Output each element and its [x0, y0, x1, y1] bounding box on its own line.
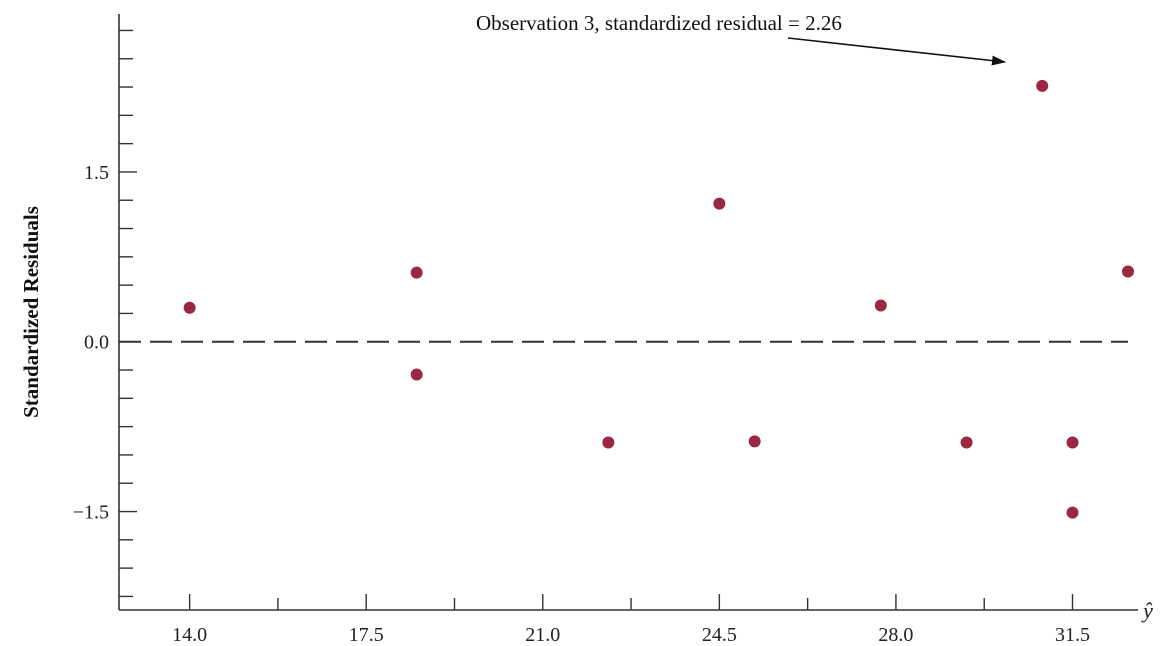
axes [118, 14, 1138, 611]
x-tick-label: 31.5 [1055, 624, 1090, 646]
data-point [1066, 506, 1079, 519]
data-point [1122, 265, 1134, 278]
y-tick-label: −1.5 [73, 502, 109, 524]
x-tick-label: 24.5 [702, 624, 737, 646]
data-point [960, 436, 973, 449]
data-point [410, 368, 423, 381]
x-tick-label: 14.0 [172, 624, 207, 646]
data-point [1036, 79, 1049, 92]
x-axis-variable: ŷ [1141, 598, 1153, 623]
x-tick-label: 17.5 [349, 624, 384, 646]
data-point [874, 299, 887, 312]
y-tick-label: 1.5 [84, 162, 109, 184]
annotation-arrow [787, 37, 1006, 66]
data-point [713, 197, 726, 210]
annotation-label: Observation 3, standardized residual = 2… [476, 11, 842, 35]
data-points [183, 79, 1134, 519]
data-point [1066, 436, 1079, 449]
x-tick-label: 21.0 [525, 624, 560, 646]
data-point [748, 435, 761, 448]
data-point [410, 266, 423, 279]
y-axis-title: Standardized Residuals [19, 206, 43, 418]
data-point [602, 436, 615, 449]
tick-labels: 14.0 17.5 21.0 24.5 28.0 31.5 −1.5 0.0 1.5 [73, 162, 1090, 646]
data-point [183, 301, 196, 314]
y-tick-label: 0.0 [84, 332, 109, 354]
x-tick-label: 28.0 [878, 624, 913, 646]
